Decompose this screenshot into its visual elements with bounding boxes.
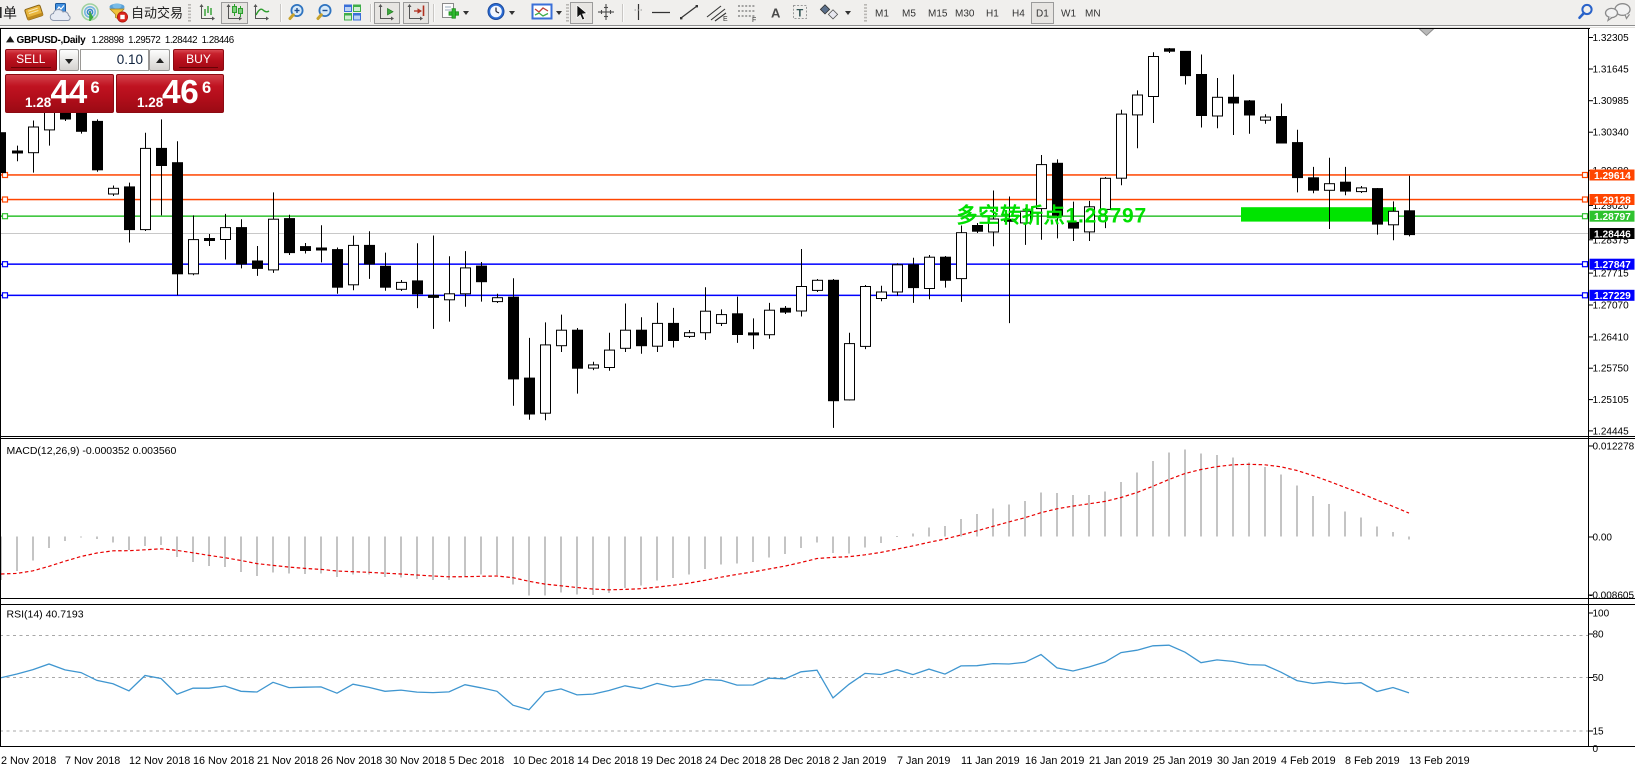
svg-text:1.28797: 1.28797: [1594, 212, 1631, 223]
svg-text:H1: H1: [986, 9, 999, 20]
svg-text:单: 单: [3, 5, 17, 21]
svg-text:4 Feb 2019: 4 Feb 2019: [1281, 755, 1336, 767]
svg-text:A: A: [771, 6, 781, 21]
svg-text:1.29020: 1.29020: [1593, 201, 1630, 212]
svg-text:1.29614: 1.29614: [1594, 171, 1631, 182]
svg-text:M15: M15: [928, 9, 948, 20]
svg-text:1.27715: 1.27715: [1593, 269, 1630, 280]
svg-text:0.012278: 0.012278: [1593, 442, 1635, 453]
svg-text:2 Jan 2019: 2 Jan 2019: [833, 755, 886, 767]
svg-text:E: E: [723, 16, 728, 23]
svg-text:1.25105: 1.25105: [1593, 395, 1630, 406]
svg-text:M30: M30: [955, 9, 975, 20]
svg-text:1.27070: 1.27070: [1593, 301, 1630, 312]
svg-text:1.30340: 1.30340: [1593, 128, 1630, 139]
svg-text:26 Nov 2018: 26 Nov 2018: [321, 755, 382, 767]
svg-text:21 Nov 2018: 21 Nov 2018: [257, 755, 318, 767]
svg-text:5 Dec 2018: 5 Dec 2018: [449, 755, 504, 767]
svg-text:0.00: 0.00: [1593, 533, 1613, 544]
svg-text:MN: MN: [1085, 9, 1101, 20]
svg-text:1.24445: 1.24445: [1593, 426, 1630, 437]
svg-text:8 Feb 2019: 8 Feb 2019: [1345, 755, 1400, 767]
svg-text:1.30985: 1.30985: [1593, 96, 1630, 107]
svg-text:24 Dec 2018: 24 Dec 2018: [705, 755, 766, 767]
svg-text:16 Jan 2019: 16 Jan 2019: [1025, 755, 1084, 767]
svg-text:100: 100: [1593, 609, 1610, 620]
svg-text:25 Jan 2019: 25 Jan 2019: [1153, 755, 1212, 767]
svg-text:1.31645: 1.31645: [1593, 65, 1630, 76]
svg-text:T: T: [797, 8, 804, 20]
svg-text:RSI(14) 40.7193: RSI(14) 40.7193: [7, 609, 84, 621]
svg-text:M5: M5: [902, 9, 916, 20]
svg-text:F: F: [752, 17, 756, 24]
svg-text:7 Nov 2018: 7 Nov 2018: [65, 755, 120, 767]
svg-text:30 Nov 2018: 30 Nov 2018: [385, 755, 446, 767]
svg-text:21 Jan 2019: 21 Jan 2019: [1089, 755, 1148, 767]
svg-text:H4: H4: [1012, 9, 1025, 20]
svg-text:MACD(12,26,9) -0.000352 0.0035: MACD(12,26,9) -0.000352 0.003560: [7, 445, 177, 457]
svg-text:1.29128: 1.29128: [1594, 195, 1631, 206]
svg-text:14 Dec 2018: 14 Dec 2018: [577, 755, 638, 767]
svg-text:1.27229: 1.27229: [1594, 291, 1631, 302]
svg-text:D1: D1: [1036, 9, 1049, 20]
svg-text:19 Dec 2018: 19 Dec 2018: [641, 755, 702, 767]
svg-text:1.28446: 1.28446: [1594, 229, 1631, 240]
svg-text:7 Jan 2019: 7 Jan 2019: [897, 755, 950, 767]
svg-text:10 Dec 2018: 10 Dec 2018: [513, 755, 574, 767]
svg-text:W1: W1: [1061, 9, 1076, 20]
svg-text:-0.008605: -0.008605: [1589, 591, 1634, 602]
svg-text:2 Nov 2018: 2 Nov 2018: [1, 755, 56, 767]
svg-text:1.32305: 1.32305: [1593, 33, 1630, 44]
svg-text:M1: M1: [875, 9, 889, 20]
svg-text:16 Nov 2018: 16 Nov 2018: [193, 755, 254, 767]
svg-text:自动交易: 自动交易: [131, 6, 183, 21]
svg-text:80: 80: [1593, 630, 1605, 641]
svg-text:0: 0: [1593, 744, 1599, 755]
svg-text:11 Jan 2019: 11 Jan 2019: [961, 755, 1020, 767]
svg-text:12 Nov 2018: 12 Nov 2018: [129, 755, 190, 767]
svg-text:28 Dec 2018: 28 Dec 2018: [769, 755, 830, 767]
svg-text:1.27847: 1.27847: [1594, 260, 1631, 271]
svg-text:15: 15: [1593, 727, 1605, 738]
svg-text:多空转折点1.28797: 多空转折点1.28797: [957, 204, 1148, 228]
svg-text:13 Feb 2019: 13 Feb 2019: [1409, 755, 1470, 767]
svg-text:1.25750: 1.25750: [1593, 364, 1630, 375]
svg-text:1.28375: 1.28375: [1593, 235, 1630, 246]
svg-text:50: 50: [1593, 673, 1605, 684]
svg-text:30 Jan 2019: 30 Jan 2019: [1217, 755, 1276, 767]
svg-text:1.26410: 1.26410: [1593, 332, 1630, 343]
